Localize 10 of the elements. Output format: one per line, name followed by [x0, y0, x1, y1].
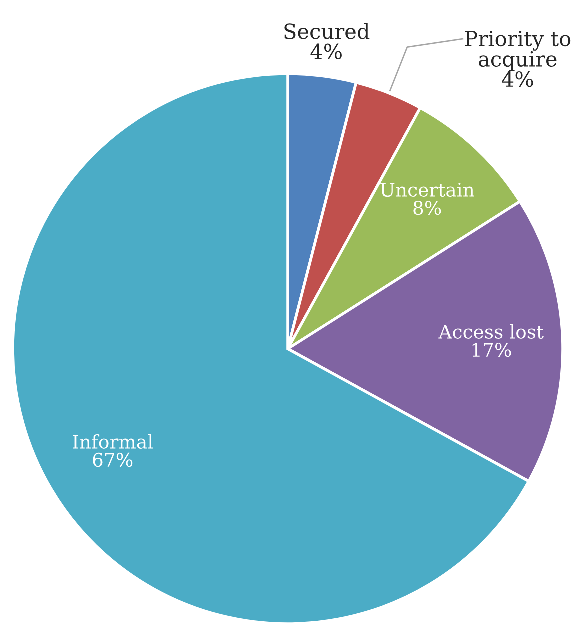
slice-label: Priority to acquire: [465, 30, 571, 72]
data-label: 8%: [414, 200, 442, 216]
slice-label: Uncertain: [380, 182, 474, 198]
data-label: 17%: [472, 342, 512, 358]
data-label: 4%: [310, 44, 342, 60]
slice-label: Access lost: [438, 324, 544, 339]
data-label: 67%: [93, 452, 133, 468]
slice-label: Secured: [284, 23, 370, 40]
slice-label: Informal: [73, 434, 154, 449]
data-label: 4%: [502, 71, 534, 88]
